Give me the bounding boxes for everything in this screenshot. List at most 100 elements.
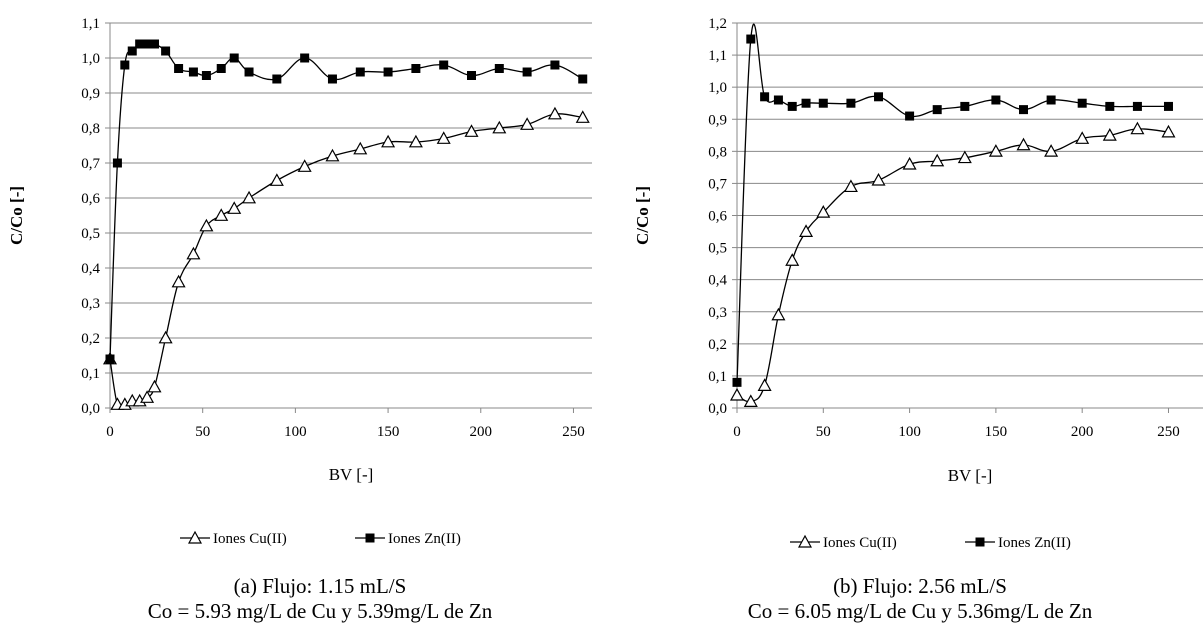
chart-a-series-cu [102,106,590,410]
chart-a-ytick-label: 0,3 [81,296,100,312]
chart-a-marker-point [147,379,162,393]
chart-b-marker-point [1105,101,1115,111]
chart-a-ytick-label: 0,6 [81,191,100,207]
chart-a-marker-point [520,117,535,130]
chart-b-marker-point [930,153,945,167]
chart-b-marker-point [1077,98,1087,108]
chart-b-marker-point [743,394,758,407]
chart-a-xtick-label: 0 [106,424,114,440]
chart-b-marker-point [818,98,828,108]
chart-a-marker-point [381,134,396,148]
chart-b-marker-point [760,92,770,102]
chart-a-marker-point [161,46,171,56]
chart-a-marker-point [186,246,201,260]
chart-a-marker-point [171,274,186,288]
chart-panel-a: 0,0 0,1 0,2 0,3 0,4 0,5 0,6 0,7 0,8 0,9 1,0 1,1 0 50 1… [7,16,592,547]
chart-a-marker-point [269,173,284,186]
chart-b-legend: Iones Cu(II) Iones Zn(II) [790,534,1071,551]
caption-b-line2: Co = 6.05 mg/L de Cu y 5.36mg/L de Zn [747,599,1093,623]
chart-a-marker-point [127,46,137,56]
chart-b-y-axis-title: C/Co [-] [633,186,652,245]
chart-a-marker-point [300,53,310,63]
chart-b-marker-point [771,307,786,321]
chart-a-series-zn [105,39,588,364]
chart-a-marker-point [120,60,130,70]
chart-b-marker-point [1046,95,1056,105]
chart-b-xtick-label: 250 [1157,424,1180,440]
chart-b-legend-marker [975,537,985,547]
chart-a-marker-point [411,64,421,73]
chart-a-ytick-label: 0,8 [81,121,100,137]
chart-a-marker-point [297,159,312,172]
chart-b-legend-marker [797,534,813,548]
chart-b-marker-point [1019,105,1029,115]
chart-a-marker-point [327,74,337,84]
caption-a-line1: (a) Flujo: 1.15 mL/S [233,574,407,598]
chart-a-marker-point [149,39,159,49]
chart-a-marker-point [214,208,229,221]
chart-b-marker-point [799,224,814,237]
chart-a-ytick-label: 0,1 [81,366,100,382]
chart-a-y-axis-title: C/Co [-] [7,186,26,245]
chart-b-marker-point [787,101,797,111]
chart-b-xtick-label: 200 [1071,424,1094,440]
chart-b-marker-point [746,34,756,44]
chart-b-marker-point [1163,101,1173,111]
chart-b-xtick-label: 100 [898,424,921,440]
chart-panel-b: 0,0 0,1 0,2 0,3 0,4 0,5 0,6 0,7 0,8 0,9 1,0 1,1 1,2 0… [633,16,1203,551]
chart-a-series-line [109,42,584,360]
chart-b-series-zn [732,23,1173,387]
chart-b-ytick-label: 0,8 [708,144,727,160]
chart-b-marker-point [1102,128,1117,141]
chart-b-marker-point [960,101,970,111]
chart-b-marker-point [785,253,800,266]
chart-a-marker-point [174,64,184,73]
chart-a-marker-point [353,141,368,155]
chart-a-marker-point [105,354,115,364]
chart-a-xtick-label: 150 [377,424,400,440]
chart-b-marker-point [957,150,972,164]
chart-a-marker-point [492,120,507,134]
chart-a-ytick-label: 0,0 [81,401,100,417]
chart-b-series-line [736,23,1169,383]
caption-a-line2: Co = 5.93 mg/L de Cu y 5.39mg/L de Zn [147,599,493,623]
chart-a-legend-label: Iones Cu(II) [213,531,287,547]
chart-b-series-cu [729,121,1176,407]
chart-b-ytick-label: 0,2 [708,337,727,353]
chart-b-x-axis-title: BV [-] [948,466,993,485]
chart-b-ytick-label: 0,1 [708,369,727,385]
chart-b-marker-point [905,111,915,121]
chart-b-marker-point [902,156,917,170]
chart-b-ytick-label: 0,3 [708,305,727,321]
chart-b-marker-point [846,98,856,108]
chart-a-legend-marker [365,533,375,543]
chart-a-marker-point [522,67,532,77]
chart-b-xtick-label: 0 [733,424,741,440]
chart-a-marker-point [494,64,504,73]
chart-a-marker-point [135,39,145,49]
chart-a-marker-point [325,148,340,162]
chart-a-legend-label: Iones Zn(II) [388,531,461,547]
caption-a: (a) Flujo: 1.15 mL/S Co = 5.93 mg/L de C… [40,574,600,624]
chart-a-marker-point [383,67,393,77]
chart-a-ytick-label: 1,0 [81,51,100,67]
chart-a-xtick-label: 200 [470,424,493,440]
chart-b-marker-point [1132,101,1142,111]
chart-b-legend-label: Iones Cu(II) [823,535,897,551]
chart-b-marker-point [871,172,886,186]
chart-b-series-line [736,128,1169,403]
chart-a-legend: Iones Cu(II) Iones Zn(II) [180,530,461,547]
chart-a-marker-point [188,67,198,77]
chart-b-marker-point [932,105,942,115]
chart-a-marker-point [355,67,365,77]
chart-a-marker-point [550,60,560,70]
chart-b-legend-label: Iones Zn(II) [998,535,1071,551]
chart-b-ytick-label: 1,2 [708,16,727,32]
chart-b-ytick-label: 0,5 [708,241,727,257]
chart-a-marker-point [578,74,588,84]
chart-a-marker-point [575,110,590,123]
chart-b-marker-point [1130,121,1145,135]
chart-a-ytick-label: 0,2 [81,331,100,347]
chart-a-marker-point [272,74,282,84]
